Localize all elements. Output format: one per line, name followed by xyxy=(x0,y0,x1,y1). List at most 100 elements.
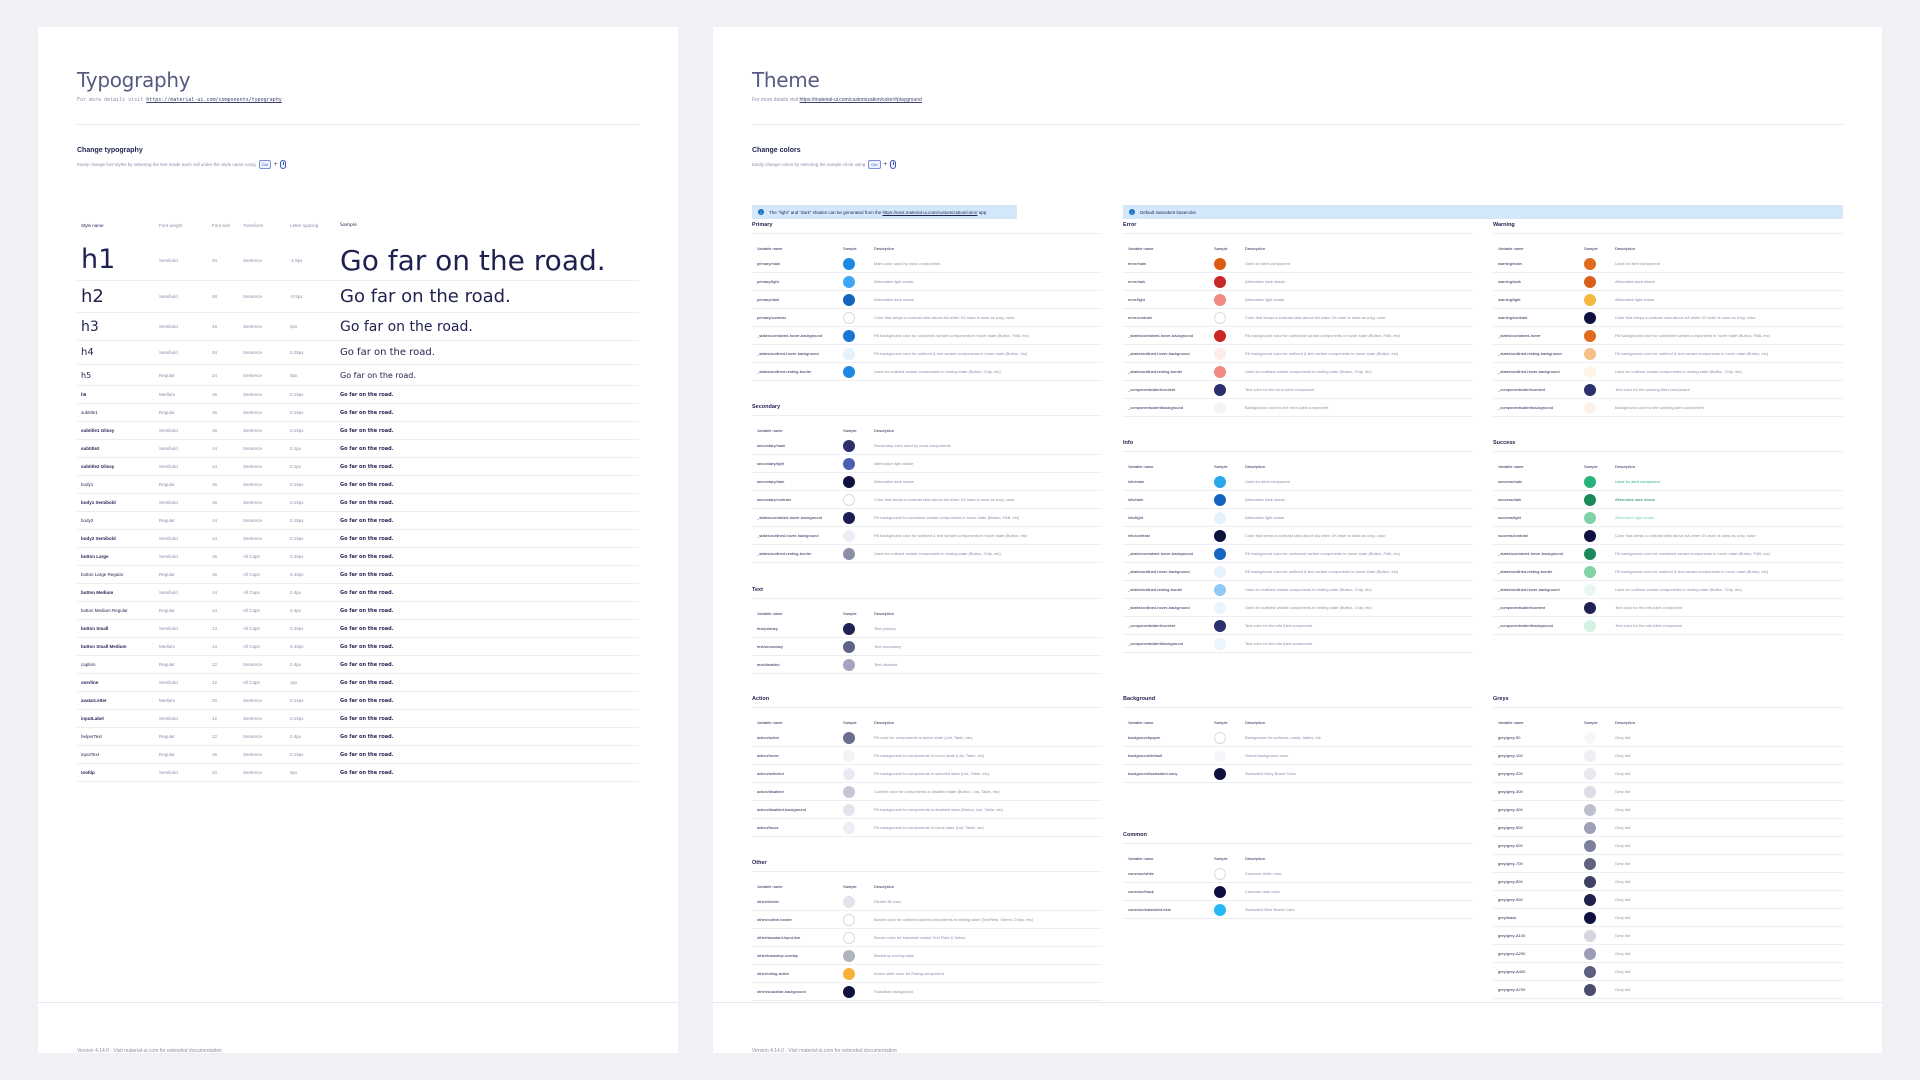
color-swatch[interactable] xyxy=(1584,384,1596,396)
style-name[interactable]: caption xyxy=(81,662,96,667)
color-swatch[interactable] xyxy=(1214,258,1226,270)
color-swatch[interactable] xyxy=(1214,732,1226,744)
style-name[interactable]: h4 xyxy=(81,347,94,358)
color-swatch[interactable] xyxy=(1584,876,1596,888)
details-link[interactable]: https://material-ui.com/customization/co… xyxy=(799,97,922,103)
style-name[interactable]: helperText xyxy=(81,734,102,739)
color-swatch[interactable] xyxy=(843,458,855,470)
color-swatch[interactable] xyxy=(843,494,855,506)
color-swatch[interactable] xyxy=(1214,638,1226,650)
color-swatch[interactable] xyxy=(1584,512,1596,524)
style-name[interactable]: button Small Medium xyxy=(81,644,127,649)
color-swatch[interactable] xyxy=(1214,620,1226,632)
color-swatch[interactable] xyxy=(1214,476,1226,488)
style-name[interactable]: h1 xyxy=(81,244,116,275)
color-swatch[interactable] xyxy=(1214,566,1226,578)
style-name[interactable]: h6 xyxy=(81,392,87,397)
color-swatch[interactable] xyxy=(1214,330,1226,342)
color-swatch[interactable] xyxy=(1584,530,1596,542)
color-swatch[interactable] xyxy=(1584,984,1596,996)
style-name[interactable]: body2 Semibold xyxy=(81,536,116,541)
color-swatch[interactable] xyxy=(1584,948,1596,960)
color-swatch[interactable] xyxy=(1214,312,1226,324)
color-swatch[interactable] xyxy=(843,732,855,744)
style-name[interactable]: subtitle1 xyxy=(81,410,98,415)
color-swatch[interactable] xyxy=(1214,494,1226,506)
color-swatch[interactable] xyxy=(843,348,855,360)
color-swatch[interactable] xyxy=(843,932,855,944)
color-swatch[interactable] xyxy=(843,786,855,798)
color-swatch[interactable] xyxy=(843,968,855,980)
color-swatch[interactable] xyxy=(1584,258,1596,270)
color-swatch[interactable] xyxy=(1214,548,1226,560)
color-swatch[interactable] xyxy=(843,896,855,908)
style-name[interactable]: button Medium Regular xyxy=(81,608,128,613)
style-name[interactable]: inputText xyxy=(81,752,100,757)
details-link[interactable]: https://material-ui.com/components/typog… xyxy=(146,97,282,103)
style-name[interactable]: body1 Semibold xyxy=(81,500,116,505)
style-name[interactable]: h2 xyxy=(81,286,104,307)
color-swatch[interactable] xyxy=(1584,330,1596,342)
color-swatch[interactable] xyxy=(1584,822,1596,834)
color-swatch[interactable] xyxy=(1214,768,1226,780)
color-swatch[interactable] xyxy=(1584,966,1596,978)
color-swatch[interactable] xyxy=(843,623,855,635)
color-swatch[interactable] xyxy=(1584,348,1596,360)
color-swatch[interactable] xyxy=(1584,930,1596,942)
color-swatch[interactable] xyxy=(1214,512,1226,524)
style-name[interactable]: button Medium xyxy=(81,590,114,595)
color-swatch[interactable] xyxy=(843,258,855,270)
color-swatch[interactable] xyxy=(843,330,855,342)
color-swatch[interactable] xyxy=(1584,732,1596,744)
color-swatch[interactable] xyxy=(1584,840,1596,852)
color-swatch[interactable] xyxy=(843,768,855,780)
color-swatch[interactable] xyxy=(1584,402,1596,414)
color-swatch[interactable] xyxy=(1214,276,1226,288)
color-swatch[interactable] xyxy=(843,914,855,926)
color-swatch[interactable] xyxy=(843,476,855,488)
color-swatch[interactable] xyxy=(1584,620,1596,632)
color-swatch[interactable] xyxy=(843,312,855,324)
color-swatch[interactable] xyxy=(1214,366,1226,378)
color-swatch[interactable] xyxy=(1214,602,1226,614)
style-name[interactable]: subtitle1 Glissy xyxy=(81,428,115,433)
color-swatch[interactable] xyxy=(1584,312,1596,324)
color-swatch[interactable] xyxy=(1584,768,1596,780)
style-name[interactable]: avatarLetter xyxy=(81,698,107,703)
color-swatch[interactable] xyxy=(843,294,855,306)
color-swatch[interactable] xyxy=(1584,858,1596,870)
color-swatch[interactable] xyxy=(1214,886,1226,898)
color-swatch[interactable] xyxy=(1584,276,1596,288)
color-swatch[interactable] xyxy=(1584,750,1596,762)
color-swatch[interactable] xyxy=(843,512,855,524)
color-swatch[interactable] xyxy=(1214,584,1226,596)
color-swatch[interactable] xyxy=(1584,912,1596,924)
color-swatch[interactable] xyxy=(1584,894,1596,906)
color-swatch[interactable] xyxy=(1584,804,1596,816)
color-swatch[interactable] xyxy=(1584,366,1596,378)
color-swatch[interactable] xyxy=(1584,548,1596,560)
color-swatch[interactable] xyxy=(843,750,855,762)
color-swatch[interactable] xyxy=(843,804,855,816)
color-swatch[interactable] xyxy=(1214,868,1226,880)
color-swatch[interactable] xyxy=(1214,904,1226,916)
color-swatch[interactable] xyxy=(843,366,855,378)
color-swatch[interactable] xyxy=(1214,384,1226,396)
color-swatch[interactable] xyxy=(1584,602,1596,614)
banner-link[interactable]: https://next.material-ui.com/customizati… xyxy=(882,209,978,215)
style-name[interactable]: button Small xyxy=(81,626,109,631)
color-swatch[interactable] xyxy=(1214,750,1226,762)
style-name[interactable]: overline xyxy=(81,680,99,685)
style-name[interactable]: subtitle2 Glissy xyxy=(81,464,115,469)
style-name[interactable]: h5 xyxy=(81,371,92,380)
color-swatch[interactable] xyxy=(1214,294,1226,306)
color-swatch[interactable] xyxy=(843,986,855,998)
color-swatch[interactable] xyxy=(1214,530,1226,542)
style-name[interactable]: tooltip xyxy=(81,770,95,775)
style-name[interactable]: h3 xyxy=(81,319,99,335)
color-swatch[interactable] xyxy=(1584,294,1596,306)
color-swatch[interactable] xyxy=(843,641,855,653)
color-swatch[interactable] xyxy=(843,659,855,671)
color-swatch[interactable] xyxy=(843,276,855,288)
color-swatch[interactable] xyxy=(1584,584,1596,596)
